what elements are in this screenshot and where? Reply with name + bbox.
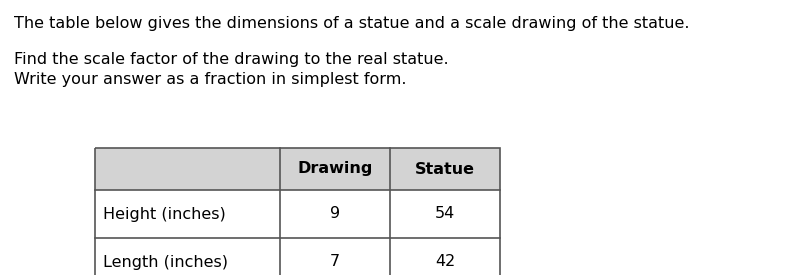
Text: Height (inches): Height (inches) xyxy=(103,207,226,221)
Text: Statue: Statue xyxy=(415,161,475,177)
Text: Find the scale factor of the drawing to the real statue.
Write your answer as a : Find the scale factor of the drawing to … xyxy=(14,52,449,87)
Text: Length (inches): Length (inches) xyxy=(103,254,228,270)
Text: Drawing: Drawing xyxy=(298,161,373,177)
Text: 7: 7 xyxy=(330,254,340,270)
Text: 42: 42 xyxy=(435,254,455,270)
Text: The table below gives the dimensions of a statue and a scale drawing of the stat: The table below gives the dimensions of … xyxy=(14,16,690,31)
Text: 9: 9 xyxy=(330,207,340,221)
Text: 54: 54 xyxy=(435,207,455,221)
Bar xyxy=(95,148,500,190)
Bar xyxy=(95,148,500,275)
